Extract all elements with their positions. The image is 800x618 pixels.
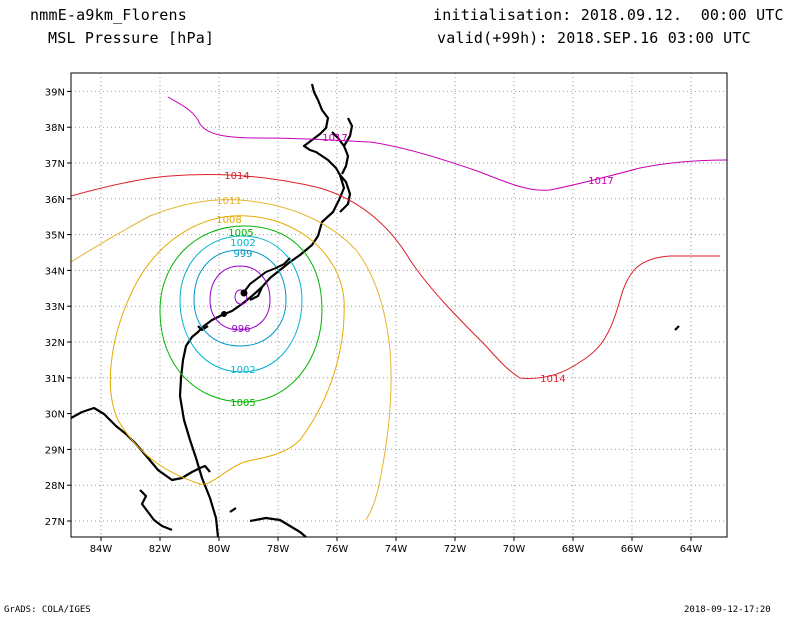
isobar-1002 <box>179 235 303 373</box>
label-1005-bottom: 1005 <box>230 398 255 409</box>
lat-label-33N: 33N <box>45 302 65 313</box>
label-1017-left: 1017 <box>322 133 347 144</box>
label-1002-top: 1002 <box>230 238 255 249</box>
label-1014-left: 1014 <box>224 171 249 182</box>
label-1011: 1011 <box>216 196 241 207</box>
latitude-labels: 27N 28N 29N 30N 31N 32N 33N 34N 35N 36N 37N 38N 39N <box>45 87 71 528</box>
isobar-labels: 996 999 1002 1002 1005 1005 1008 1011 10… <box>216 133 613 409</box>
lat-lon-grid <box>71 73 727 537</box>
isobar-1017 <box>167 96 727 191</box>
lat-label-37N: 37N <box>45 159 65 170</box>
lon-label-76W: 76W <box>326 544 349 555</box>
footer-credit: GrADS: COLA/IGES <box>4 605 91 615</box>
lon-label-74W: 74W <box>385 544 408 555</box>
lat-label-36N: 36N <box>45 195 65 206</box>
storm-track <box>221 257 291 317</box>
coastline <box>71 83 680 537</box>
label-999: 999 <box>233 249 252 260</box>
longitude-labels: 84W 82W 80W 78W 76W 74W 72W 70W 68W 66W 64W <box>90 537 703 555</box>
lat-label-38N: 38N <box>45 123 65 134</box>
lon-label-80W: 80W <box>208 544 231 555</box>
label-1005-top: 1005 <box>228 228 253 239</box>
lat-label-30N: 30N <box>45 410 65 421</box>
isobar-1014 <box>71 174 720 379</box>
label-1008: 1008 <box>216 215 241 226</box>
isobar-1011 <box>71 199 392 521</box>
lon-label-72W: 72W <box>444 544 467 555</box>
label-1002-bottom: 1002 <box>230 365 255 376</box>
isobar-999 <box>193 249 287 347</box>
lon-label-68W: 68W <box>562 544 585 555</box>
lat-label-35N: 35N <box>45 231 65 242</box>
lon-label-82W: 82W <box>149 544 172 555</box>
field-name: MSL Pressure [hPa] <box>48 29 215 47</box>
init-time: initialisation: 2018.09.12. 00:00 UTC <box>433 6 784 24</box>
label-996: 996 <box>231 324 250 335</box>
lat-label-27N: 27N <box>45 517 65 528</box>
model-name: nmmE-a9km_Florens <box>30 6 187 24</box>
lat-label-34N: 34N <box>45 266 65 277</box>
lon-label-64W: 64W <box>680 544 703 555</box>
lon-label-66W: 66W <box>621 544 644 555</box>
lat-label-28N: 28N <box>45 481 65 492</box>
lat-label-29N: 29N <box>45 445 65 456</box>
lat-label-31N: 31N <box>45 374 65 385</box>
plot-frame <box>70 72 728 538</box>
lon-label-78W: 78W <box>267 544 290 555</box>
label-1014-right: 1014 <box>540 374 565 385</box>
isobar-1005 <box>159 225 323 403</box>
lon-label-70W: 70W <box>503 544 526 555</box>
footer-timestamp: 2018-09-12-17:20 <box>684 605 771 615</box>
label-1017-right: 1017 <box>588 176 613 187</box>
lat-label-39N: 39N <box>45 87 65 98</box>
lon-label-84W: 84W <box>90 544 113 555</box>
isobar-996 <box>209 265 271 331</box>
isobar-1008 <box>109 215 345 485</box>
lat-label-32N: 32N <box>45 338 65 349</box>
valid-time: valid(+99h): 2018.SEP.16 03:00 UTC <box>437 29 751 47</box>
